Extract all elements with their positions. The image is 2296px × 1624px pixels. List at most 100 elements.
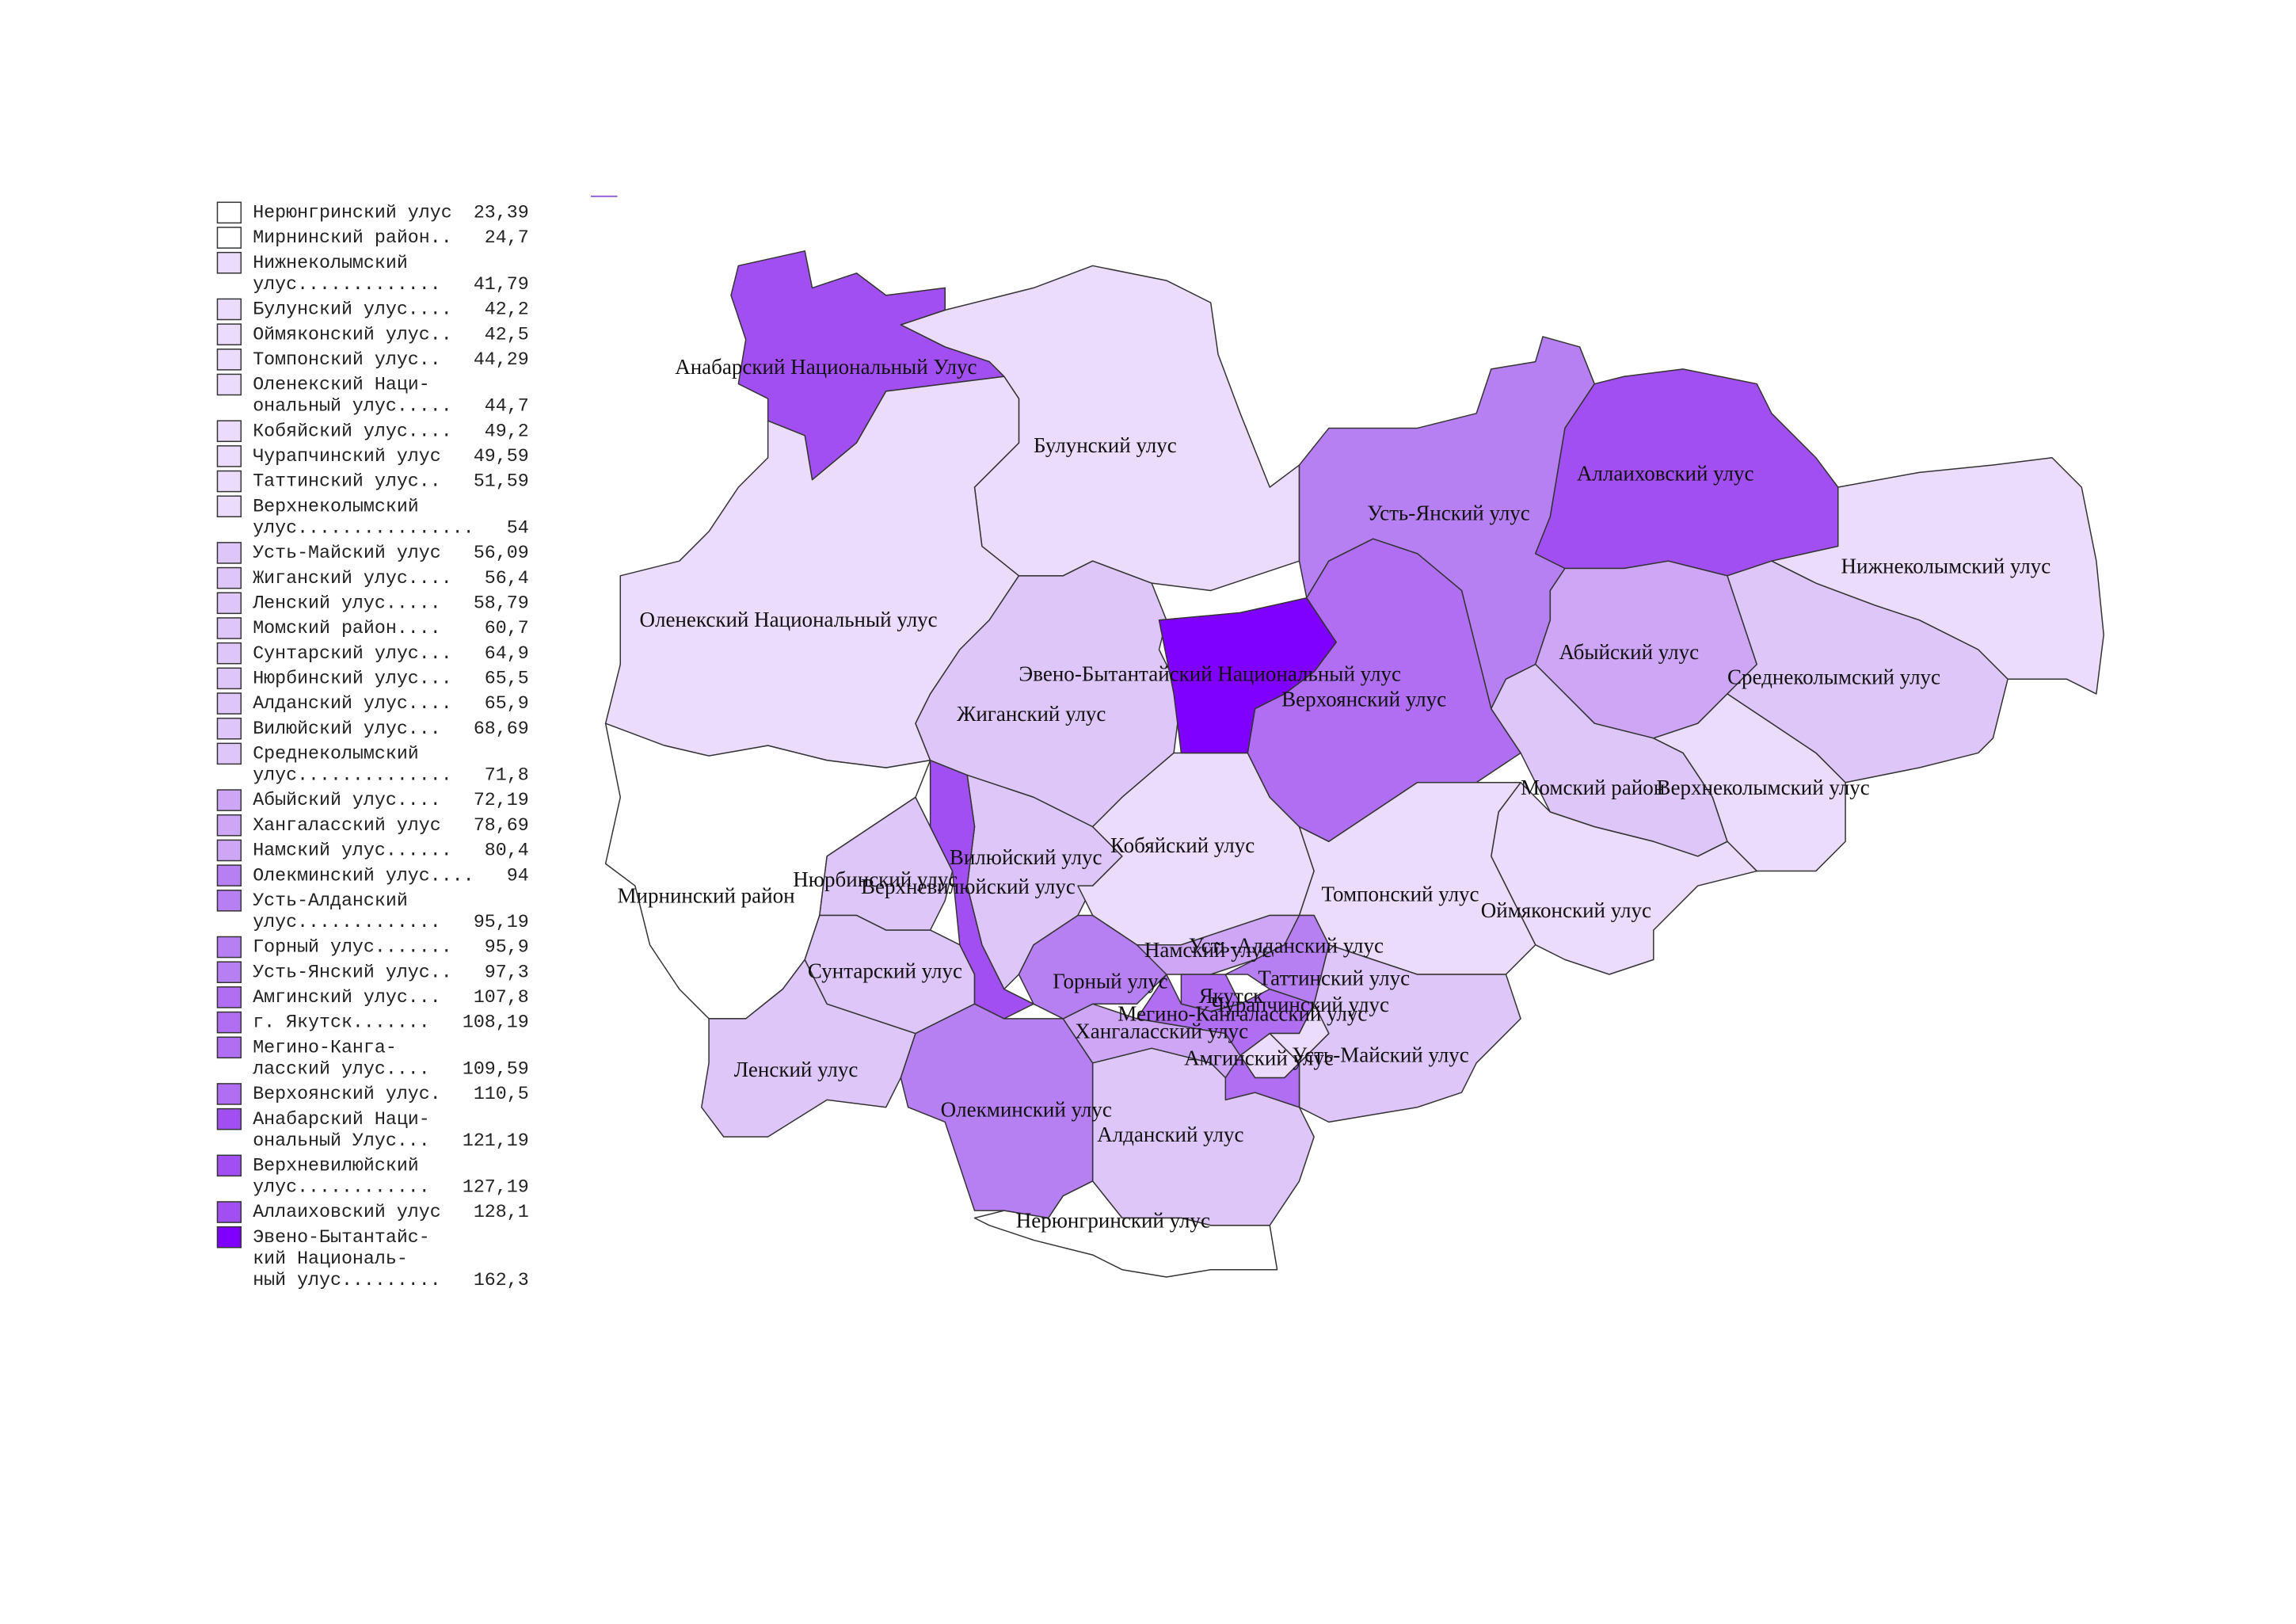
legend-text: Эвено-Бытантайс- — [253, 1227, 430, 1248]
legend-value: 68,69 — [474, 719, 529, 739]
legend-text: Олекминский улус.... — [253, 865, 474, 886]
legend-swatch — [216, 890, 242, 912]
legend-text: ональный Улус... — [253, 1130, 430, 1151]
legend-swatch — [216, 298, 242, 321]
region — [1727, 560, 2009, 783]
legend-text: Булунский улус.... — [253, 299, 451, 320]
legend-swatch — [216, 566, 242, 589]
legend-value: 95,19 — [474, 912, 529, 932]
regions — [604, 250, 2104, 1278]
region-label: Верхнеколымский улус — [1657, 776, 1870, 799]
region — [1018, 914, 1182, 1020]
legend-value: 65,9 — [485, 693, 529, 714]
region-label: Верхневилюйский улус — [861, 875, 1076, 898]
region-label: Олекминский улус — [941, 1098, 1112, 1122]
legend-text: Нижнеколымский — [253, 253, 408, 273]
legend-value: 41,79 — [474, 274, 529, 295]
legend-text: Момский район.... — [253, 618, 441, 639]
legend-swatch — [216, 692, 242, 715]
region-label: Нерюнгринский улус — [1016, 1208, 1210, 1232]
legend-swatch — [216, 470, 242, 493]
legend-text: ный улус......... — [253, 1270, 441, 1290]
legend-value: 54 — [507, 517, 529, 538]
legend-text: Оленекский Наци- — [253, 375, 430, 395]
legend-swatch — [216, 617, 242, 639]
region-label: Нижнеколымский улус — [1841, 555, 2050, 578]
legend-swatch — [216, 839, 242, 862]
legend-swatch — [216, 1011, 242, 1034]
legend-text: Томпонский улус.. — [253, 349, 441, 370]
legend-text: улус............ — [253, 1177, 430, 1198]
region-label: Жиганский улус — [957, 702, 1106, 726]
legend-value: 51,59 — [474, 471, 529, 492]
legend-swatch — [216, 1083, 242, 1105]
legend-swatch — [216, 864, 242, 886]
region-label: Абыйский улус — [1559, 640, 1700, 664]
legend-text: улус............. — [253, 912, 441, 932]
legend-value: 42,5 — [485, 324, 529, 345]
legend-swatch — [216, 642, 242, 665]
region-label: Таттинский улус — [1258, 966, 1410, 990]
region — [1158, 597, 1337, 754]
legend-swatch — [216, 251, 242, 274]
legend-value: 60,7 — [485, 618, 529, 639]
legend-text: Нерюнгринский улус — [253, 203, 451, 223]
region — [1180, 974, 1241, 1012]
legend-swatch — [216, 742, 242, 765]
legend: Нерюнгринский улус 23,39 Мирнинский район.… — [216, 201, 529, 1290]
legend-text: Жиганский улус.... — [253, 568, 451, 589]
legend-text: ональный улус..... — [253, 396, 451, 417]
legend-value: 94 — [507, 865, 529, 886]
legend-value: 44,7 — [485, 396, 529, 417]
legend-text: Абыйский улус.... — [253, 790, 441, 810]
region-label: Чурапчинский улус — [1211, 993, 1389, 1016]
region-label: Якутск — [1199, 984, 1264, 1008]
legend-value: 44,29 — [474, 349, 529, 370]
legend-value: 108,19 — [463, 1012, 529, 1033]
legend-value: 56,4 — [485, 568, 529, 589]
legend-text: Намский улус...... — [253, 841, 451, 861]
legend-value: 97,3 — [485, 962, 529, 982]
legend-value: 107,8 — [474, 987, 529, 1008]
region-label: Усть-Янский улус — [1367, 501, 1530, 525]
legend-text: кий Националь- — [253, 1248, 408, 1269]
legend-text: Чурапчинский улус — [253, 446, 441, 467]
region-label: Нюрбинский улус — [793, 867, 958, 891]
region — [1224, 914, 1330, 1005]
legend-text: Верхнеколымский — [253, 496, 419, 517]
legend-swatch — [216, 1107, 242, 1130]
legend-value: 162,3 — [474, 1270, 529, 1290]
legend-text: Мегино-Канга- — [253, 1037, 397, 1058]
legend-text: г. Якутск....... — [253, 1012, 430, 1033]
region-label: Оленекский Национальный улус — [639, 608, 937, 631]
legend-swatch — [216, 542, 242, 564]
legend-swatch — [216, 986, 242, 1008]
region-label: Аллаиховский улус — [1577, 461, 1754, 485]
legend-text: Таттинский улус.. — [253, 471, 441, 492]
region-label: Эвено-Бытантайский Национальный улус — [1019, 662, 1401, 686]
legend-text: улус............. — [253, 274, 441, 295]
legend-text: Оймяконский улус.. — [253, 324, 451, 345]
legend-swatch — [216, 814, 242, 837]
legend-text: Анабарский Наци- — [253, 1109, 430, 1130]
legend-value: 80,4 — [485, 841, 529, 861]
legend-value: 23,39 — [474, 203, 529, 223]
region-label: Томпонский улус — [1321, 882, 1479, 905]
legend-swatch — [216, 201, 242, 224]
legend-text: Амгинский улус... — [253, 987, 441, 1008]
region-label: Горный улус — [1053, 969, 1167, 993]
region-label: Мирнинский район — [618, 883, 795, 907]
legend-swatch — [216, 936, 242, 959]
legend-swatch — [216, 323, 242, 345]
legend-text: Верхоянский улус. — [253, 1084, 441, 1104]
region-label: Сунтарский улус — [808, 959, 962, 982]
region-label: Вилюйский улус — [950, 845, 1102, 869]
region — [1224, 1054, 1300, 1108]
region-label: Усть-Алданский улус — [1189, 934, 1384, 958]
legend-text: Аллаиховский улус — [253, 1202, 441, 1222]
region-label: Оймяконский улус — [1481, 898, 1651, 922]
legend-text: Хангаласский улус — [253, 815, 441, 836]
legend-swatch — [216, 667, 242, 690]
legend-value: 121,19 — [463, 1130, 529, 1151]
